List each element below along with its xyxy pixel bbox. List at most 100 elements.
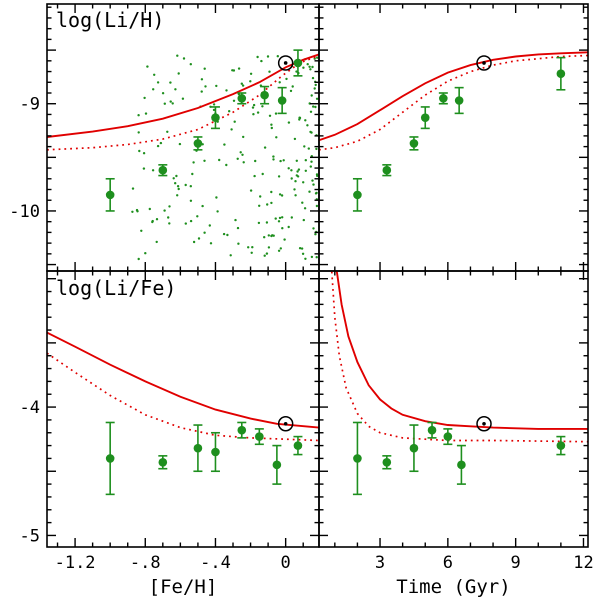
field-star-dot [176,54,179,57]
field-star-dot [137,257,140,261]
model-curve-dotted [330,271,588,443]
field-star-dot [175,174,178,178]
field-star-dot [236,226,240,230]
field-star-dot [270,123,273,126]
field-star-dot [254,159,257,163]
field-star-dot [148,207,151,211]
data-point-marker [353,454,362,463]
field-star-dot [196,215,199,218]
axis-ticks [47,271,319,547]
panel-li-h-vs-feh [47,49,319,261]
field-star-dot [240,82,243,85]
field-star-dot [311,179,314,182]
field-star-dot [266,55,270,58]
field-star-dot [311,65,314,69]
field-star-dot [280,194,284,197]
field-star-dot [302,181,305,184]
field-star-dot [268,114,272,118]
field-star-dot [176,194,179,197]
field-star-dot [290,169,293,172]
field-star-dot [306,62,309,66]
sun-symbol [277,416,294,432]
field-star-dot [277,220,281,223]
field-star-dot [257,221,261,225]
field-star-dot [261,105,264,108]
field-star-dot [230,128,233,131]
field-star-dot [311,76,315,80]
field-star-dot [251,106,255,109]
field-star-dot [189,199,193,202]
x-tick-label: 9 [511,553,521,573]
data-point [352,177,362,212]
field-star-dot [178,142,182,146]
field-star-dot [239,151,242,154]
field-star-dot [279,247,282,250]
data-point [237,92,247,105]
field-star-dot [281,216,284,219]
field-star-dot [261,172,264,176]
field-star-dot [267,234,270,237]
field-star-dot [152,88,155,91]
field-star-dot [304,257,307,260]
field-star-dot [309,110,313,114]
model-curve-dotted [47,54,319,151]
field-star-dot [263,146,267,149]
data-point-marker [272,460,282,470]
sun-symbol [277,55,294,71]
field-star-dot [298,247,302,250]
field-star-dot [265,221,269,224]
data-point [556,435,566,456]
field-star-dot [155,218,159,221]
field-star-dot [233,120,236,123]
data-point [438,92,448,105]
data-point-marker [158,457,168,467]
field-star-dot [192,161,195,164]
field-star-dot [282,159,285,162]
field-star-dot [267,246,271,249]
x-axis-label-feh: [Fe/H] [148,576,218,598]
panel-title-log-li-fe: log(Li/Fe) [56,276,177,300]
data-point [293,435,303,456]
field-star-dot [298,116,302,120]
field-star-dot [270,126,273,130]
field-star-dot [242,135,245,139]
data-point [193,136,203,151]
field-star-dot [314,233,317,236]
y-tick-label: -4 [20,398,40,418]
sun-dot [482,421,486,426]
data-point-marker [277,96,287,105]
field-star-dot [131,210,134,213]
data-point [443,428,453,446]
data-point-marker [237,94,247,103]
data-point-marker [427,425,437,435]
field-star-dot [270,190,273,194]
data-point-marker [382,165,392,175]
field-star-dot [182,57,186,60]
y-tick-label: -9 [20,95,40,115]
field-star-dot [283,238,286,241]
panel-border [318,3,589,272]
field-star-dot [312,227,315,230]
data-point-marker [382,457,392,467]
field-star-dot [146,65,149,68]
field-star-dot [296,170,299,173]
field-star-dot [161,92,165,95]
field-star-dot [215,84,218,88]
field-star-dot [312,183,315,186]
data-point [427,421,437,439]
field-star-dot [234,218,237,222]
field-star-dot [138,149,141,153]
field-star-dot [169,81,172,84]
data-point-marker [260,90,269,100]
field-star-dot [155,240,158,244]
x-tick-label: 0 [281,553,291,573]
data-point-marker [255,432,264,441]
sun-dot [283,421,288,426]
field-star-dot [191,172,194,176]
field-star-dot [208,224,211,227]
axis-ticks [319,4,588,271]
field-star-dot [270,201,273,205]
field-star-dot [252,113,255,116]
field-star-dot [309,68,312,71]
